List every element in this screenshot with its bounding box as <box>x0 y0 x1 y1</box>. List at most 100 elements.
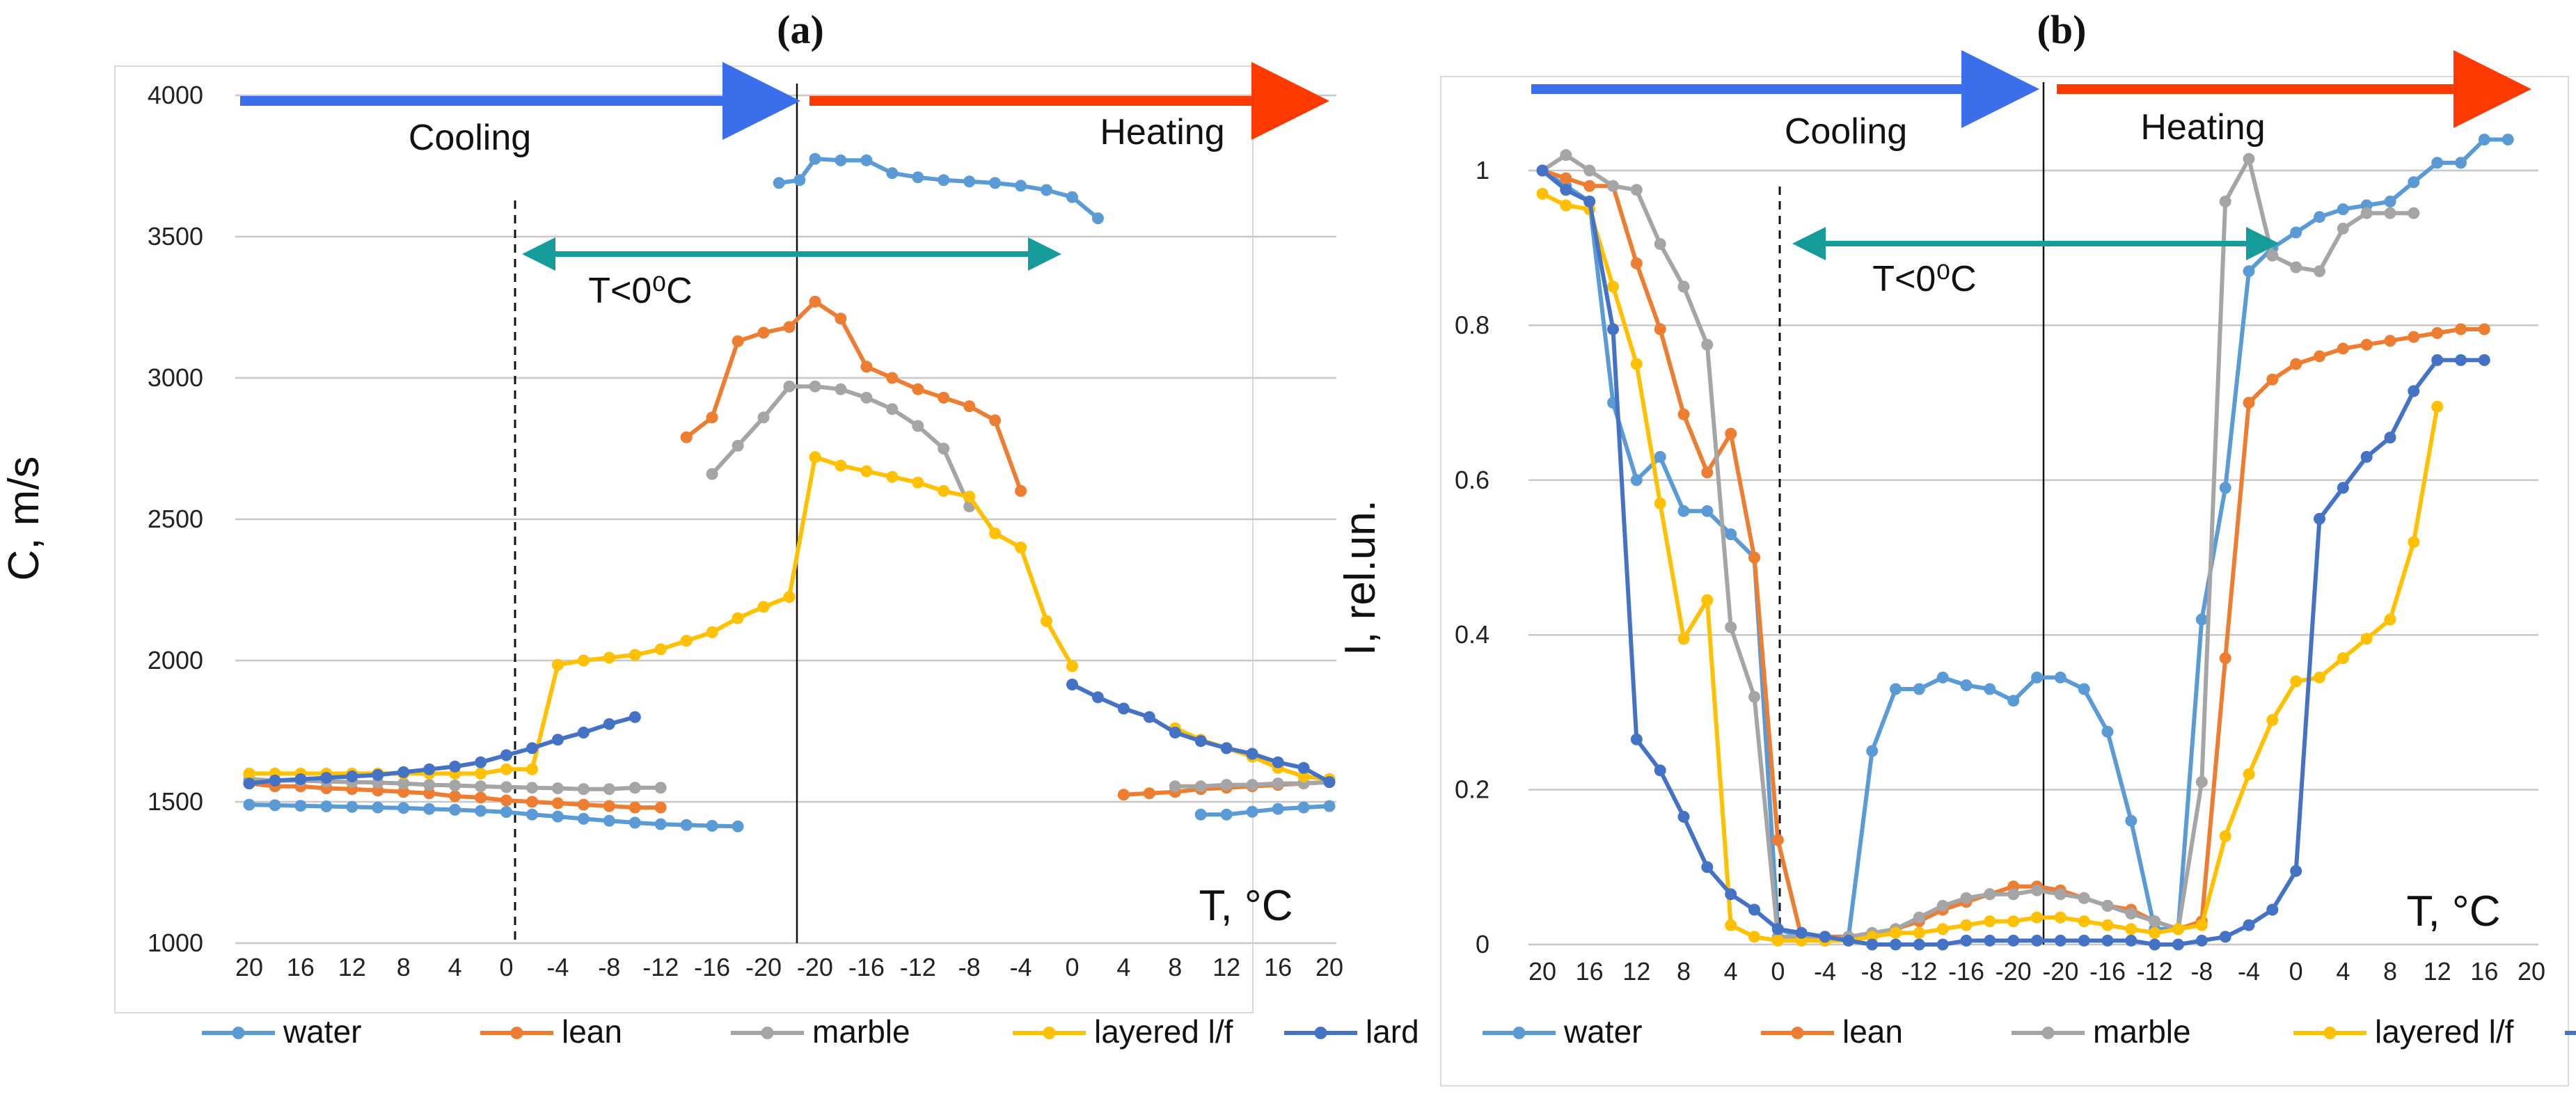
panel-a-ytick-label: 4000 <box>148 81 203 109</box>
panel-a-series-water-point <box>629 816 641 829</box>
panel-a-series-marble-point <box>423 779 436 791</box>
panel-b-series-lean-point <box>1701 466 1714 479</box>
panel-a-series-marble-point <box>449 780 461 791</box>
panel-a-series-lard-point <box>449 760 461 773</box>
panel-b-series-lard-point <box>1936 938 1949 951</box>
panel-b-series-layered-l-f-point <box>1890 926 1902 939</box>
panel-b-series-water-point <box>2431 157 2444 169</box>
panel-b-series-marble-point <box>2384 207 2396 219</box>
panel-a-series-lard-point <box>397 766 410 778</box>
panel-b-legend-marble-text: marble <box>2093 1013 2191 1050</box>
panel-b-label-bg <box>2020 10 2103 54</box>
panel-b-series-lard-point <box>1771 923 1784 935</box>
panel-b-series-layered-l-f-point <box>1560 199 1572 212</box>
panel-b-series-lean-point <box>1630 257 1643 269</box>
panel-a-legend-lean-text: lean <box>562 1013 622 1050</box>
panel-a-legend-water-text: water <box>283 1013 361 1050</box>
panel-a-series-lean-point <box>963 400 976 413</box>
panel-a-series-layered-l-f-point <box>551 658 564 671</box>
panel-a-xtick-label: -20 <box>745 953 782 981</box>
panel-a-series-water-point <box>1323 800 1336 812</box>
panel-b-series-marble-point <box>2266 249 2279 262</box>
panel-b-xtick-label: 0 <box>1771 957 1785 986</box>
panel-a-series-layered-l-f-point <box>475 767 487 780</box>
panel-a-xtick-label: 20 <box>1315 953 1343 981</box>
panel-b-series-marble-point <box>2290 261 2302 274</box>
panel-b-series-lard-point <box>1560 184 1572 196</box>
panel-b-series-marble-point <box>2078 892 2090 904</box>
panel-a-series-layered-l-f-point <box>706 626 718 638</box>
panel-b-series-lean-point <box>1725 427 1737 440</box>
panel-a-series-lean-point <box>423 787 436 800</box>
panel-b-series-lean-point <box>2360 338 2373 351</box>
panel-a-series-marble-point <box>1220 779 1233 791</box>
panel-a-xtick-label: 0 <box>1065 953 1079 981</box>
panel-a-ytick-label: 3000 <box>148 363 203 392</box>
panel-b-xtick-label: -16 <box>2089 957 2126 986</box>
panel-b-series-marble-point <box>1936 899 1949 912</box>
panel-a-series-lean-point <box>526 796 538 808</box>
panel-b-series-lard-point <box>2125 934 2138 947</box>
panel-b-series-lean-point <box>2219 652 2231 665</box>
panel-a-series-marble-point <box>886 403 899 416</box>
panel-b-series-layered-l-f-point <box>2125 923 2138 935</box>
panel-a-xtick-label: 20 <box>235 953 263 981</box>
panel-b-xtick-label: -4 <box>1814 957 1836 986</box>
panel-a-series-marble-point <box>757 411 770 424</box>
panel-a-series-water-point <box>475 805 487 817</box>
panel-b-series-lard-point <box>1866 938 1879 951</box>
panel-a-xtick-label: 8 <box>1168 953 1182 981</box>
panel-a-xtick-label: -20 <box>797 953 833 981</box>
panel-b-series-lean-point <box>1677 408 1690 420</box>
panel-b-series-lean-point <box>2266 373 2279 386</box>
panel-b-series-layered-l-f-point <box>2408 536 2420 548</box>
panel-b-legend-water-text: water <box>1563 1013 1642 1050</box>
panel-a-legend-marble-text: marble <box>812 1013 910 1050</box>
panel-a-series-layered-l-f-point <box>989 527 1002 539</box>
panel-b-series-layered-l-f-point <box>2314 671 2325 684</box>
panel-b-xtick-label: -8 <box>2190 957 2213 986</box>
panel-a-y-axis-label: C, m/s <box>0 456 48 580</box>
panel-a-series-lean-point <box>886 372 899 384</box>
panel-b-series-marble-point <box>1654 238 1666 251</box>
panel-a-series-water-point <box>886 167 899 180</box>
panel-b-series-layered-l-f-point <box>2243 768 2255 780</box>
panel-a-series-lean-point <box>500 794 512 807</box>
panel-b-series-lard-point <box>1607 323 1619 335</box>
panel-b-legend-layered-l-f-marker <box>2323 1027 2337 1039</box>
panel-a-series-lard-point <box>1194 735 1207 748</box>
panel-b-xtick-label: 16 <box>2470 957 2498 986</box>
panel-a-series-water-point <box>294 800 307 812</box>
panel-b-xtick-label: -12 <box>2137 957 2173 986</box>
panel-b-xtick-label: -16 <box>1948 957 1984 986</box>
panel-b-series-lard-point <box>2243 919 2255 931</box>
panel-b-x-axis-label: T, °C <box>2406 887 2500 935</box>
panel-a-series-water-point <box>654 818 667 830</box>
panel-b-xtick-label: 8 <box>2383 957 2397 986</box>
panel-a-xtick-label: 0 <box>500 953 514 981</box>
panel-b-series-water-point <box>2219 482 2231 494</box>
panel-a-series-water-point <box>526 808 538 821</box>
panel-b-series-lard-point <box>2031 934 2043 947</box>
panel-b-series-lard-point <box>1536 164 1549 177</box>
panel-b-series-marble-point <box>1607 180 1619 192</box>
panel-b-series-water-point <box>2408 176 2420 189</box>
panel-a-series-marble-point <box>1272 777 1284 790</box>
panel-a-frame <box>114 65 1254 1013</box>
panel-b-series-lard-point <box>1842 934 1855 947</box>
panel-b-ytick-label: 0 <box>1476 930 1490 958</box>
panel-a-series-layered-l-f-point <box>526 763 538 775</box>
panel-b-series-marble-point <box>2408 207 2420 219</box>
panel-a-series-lean-point <box>680 431 693 443</box>
panel-b-xtick-label: -20 <box>2042 957 2078 986</box>
panel-a-series-lean-point <box>629 801 641 814</box>
panel-b-series-lard-point <box>1677 811 1690 823</box>
panel-a-series-water-point <box>963 175 976 188</box>
panel-b-series-water-point <box>2007 695 2020 707</box>
panel-b-series-layered-l-f-point <box>1960 919 1973 931</box>
panel-a-series-water-point <box>809 152 821 165</box>
panel-a-series-lard-point <box>1297 761 1310 774</box>
panel-a-series-lean-point <box>757 326 770 339</box>
panel-b-series-layered-l-f-point <box>1771 934 1784 947</box>
panel-a-series-water-point <box>938 174 950 187</box>
